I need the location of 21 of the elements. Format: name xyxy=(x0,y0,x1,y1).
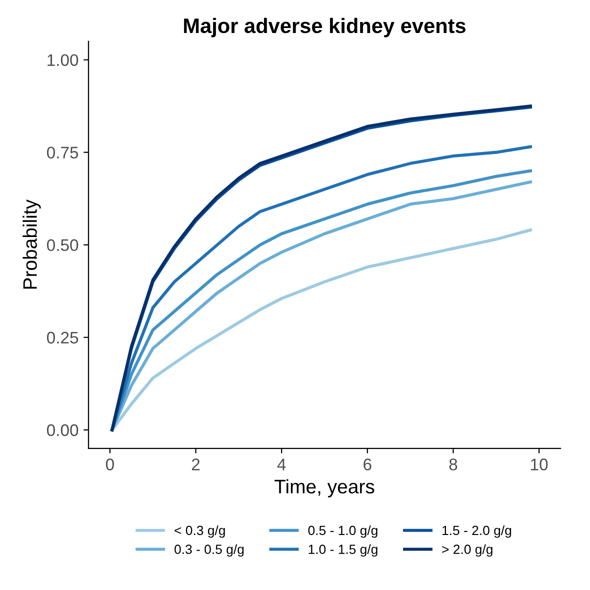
x-tick-label: 10 xyxy=(531,458,548,470)
legend-label: < 0.3 g/g xyxy=(174,525,225,538)
chart-title: Major adverse kidney events xyxy=(184,18,466,38)
x-tick-label: 4 xyxy=(277,458,286,470)
legend-label: > 2.0 g/g xyxy=(442,544,492,557)
y-axis-title: Probability xyxy=(22,199,41,289)
legend-label: 0.3 - 0.5 g/g xyxy=(174,544,244,557)
y-tick-label: 0.50 xyxy=(46,239,78,252)
legend-label: 0.5 - 1.0 g/g xyxy=(308,525,378,538)
legend-label: 1.5 - 2.0 g/g xyxy=(442,525,512,538)
x-tick-label: 2 xyxy=(192,458,200,470)
legend-label: 1.0 - 1.5 g/g xyxy=(308,544,378,557)
x-tick-label: 6 xyxy=(364,458,372,470)
y-tick-label: 0.00 xyxy=(46,424,78,436)
line-series xyxy=(110,228,532,432)
x-tick-label: 0 xyxy=(106,458,114,470)
y-tick-label: 0.25 xyxy=(46,332,78,344)
y-tick-label: 0.75 xyxy=(46,146,78,159)
x-axis-title: Time, years xyxy=(274,479,374,498)
x-tick-label: 8 xyxy=(449,458,458,470)
y-tick-label: 1.00 xyxy=(48,54,78,66)
